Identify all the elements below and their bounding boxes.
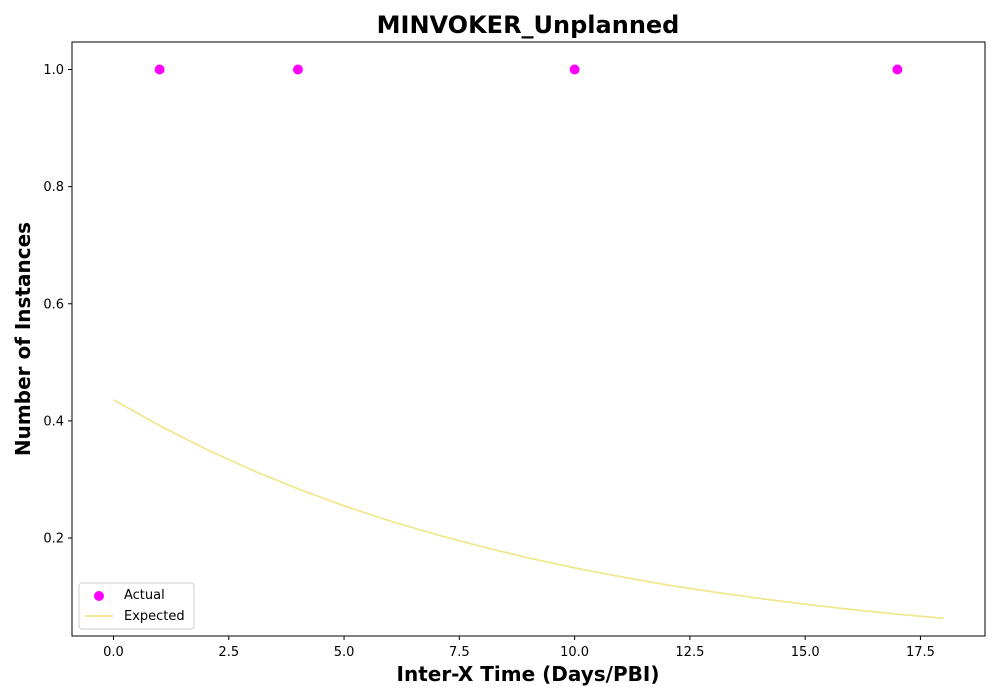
- y-axis: 0.2 0.4 0.6 0.8 1.0: [43, 63, 72, 547]
- actual-point: [569, 64, 580, 75]
- x-tick-label: 0.0: [103, 645, 124, 660]
- actual-point: [154, 64, 165, 75]
- x-tick-label: 17.5: [906, 645, 935, 660]
- legend-expected-label: Expected: [124, 609, 185, 624]
- actual-point: [292, 64, 303, 75]
- x-tick-label: 15.0: [791, 645, 820, 660]
- x-axis: 0.0 2.5 5.0 7.5 10.0 12.5 15.0 17.5: [103, 636, 935, 660]
- y-tick-label: 0.2: [43, 532, 64, 547]
- expected-line: [113, 399, 944, 620]
- actual-point: [892, 64, 903, 75]
- x-tick-label: 7.5: [449, 645, 470, 660]
- legend-box: [78, 582, 195, 630]
- x-axis-label: Inter-X Time (Days/PBI): [397, 662, 660, 686]
- y-tick-label: 0.4: [43, 414, 64, 429]
- y-tick-label: 1.0: [43, 63, 64, 78]
- x-tick-label: 10.0: [560, 645, 589, 660]
- x-tick-label: 5.0: [334, 645, 355, 660]
- legend-actual-label: Actual: [124, 588, 165, 603]
- y-tick-label: 0.6: [43, 297, 64, 312]
- x-tick-label: 2.5: [218, 645, 239, 660]
- legend: Actual Expected: [78, 582, 195, 630]
- x-tick-label: 12.5: [675, 645, 704, 660]
- chart-title: MINVOKER_Unplanned: [377, 11, 680, 39]
- legend-actual-marker: [94, 591, 104, 601]
- y-tick-label: 0.8: [43, 180, 64, 195]
- y-axis-label: Number of Instances: [11, 222, 35, 456]
- plot-frame: [71, 41, 986, 637]
- plot-area: [113, 64, 944, 620]
